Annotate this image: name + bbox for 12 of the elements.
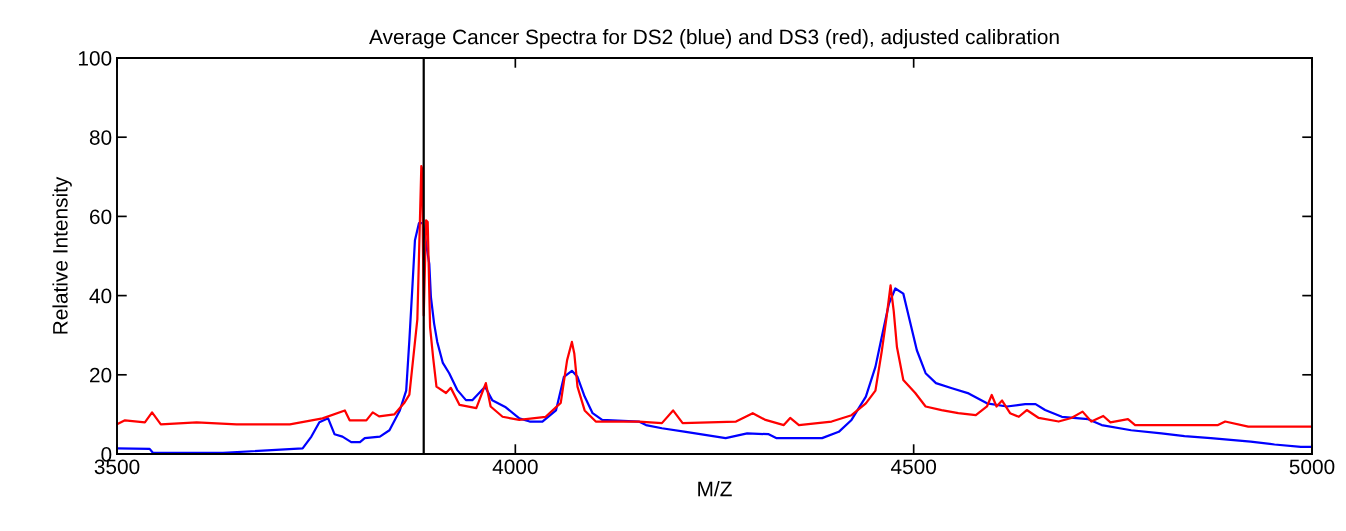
y-axis-title: Relative Intensity — [52, 176, 72, 334]
y-tick-label: 40 — [89, 288, 112, 304]
x-tick-label: 4500 — [890, 459, 937, 475]
y-tick-label: 100 — [78, 51, 112, 66]
y-tick-label: 20 — [90, 367, 112, 383]
y-tick-label: 60 — [90, 209, 112, 225]
x-tick-label: 5000 — [1289, 459, 1335, 475]
x-tick-label: 4000 — [492, 459, 538, 475]
y-tick-label: 80 — [89, 130, 112, 145]
line-series — [117, 165, 1312, 428]
x-axis-title: M/Z — [698, 481, 732, 497]
chart-title: Average Cancer Spectra for DS2 (blue) and DS3 (red), adjusted calibration — [369, 29, 1059, 49]
